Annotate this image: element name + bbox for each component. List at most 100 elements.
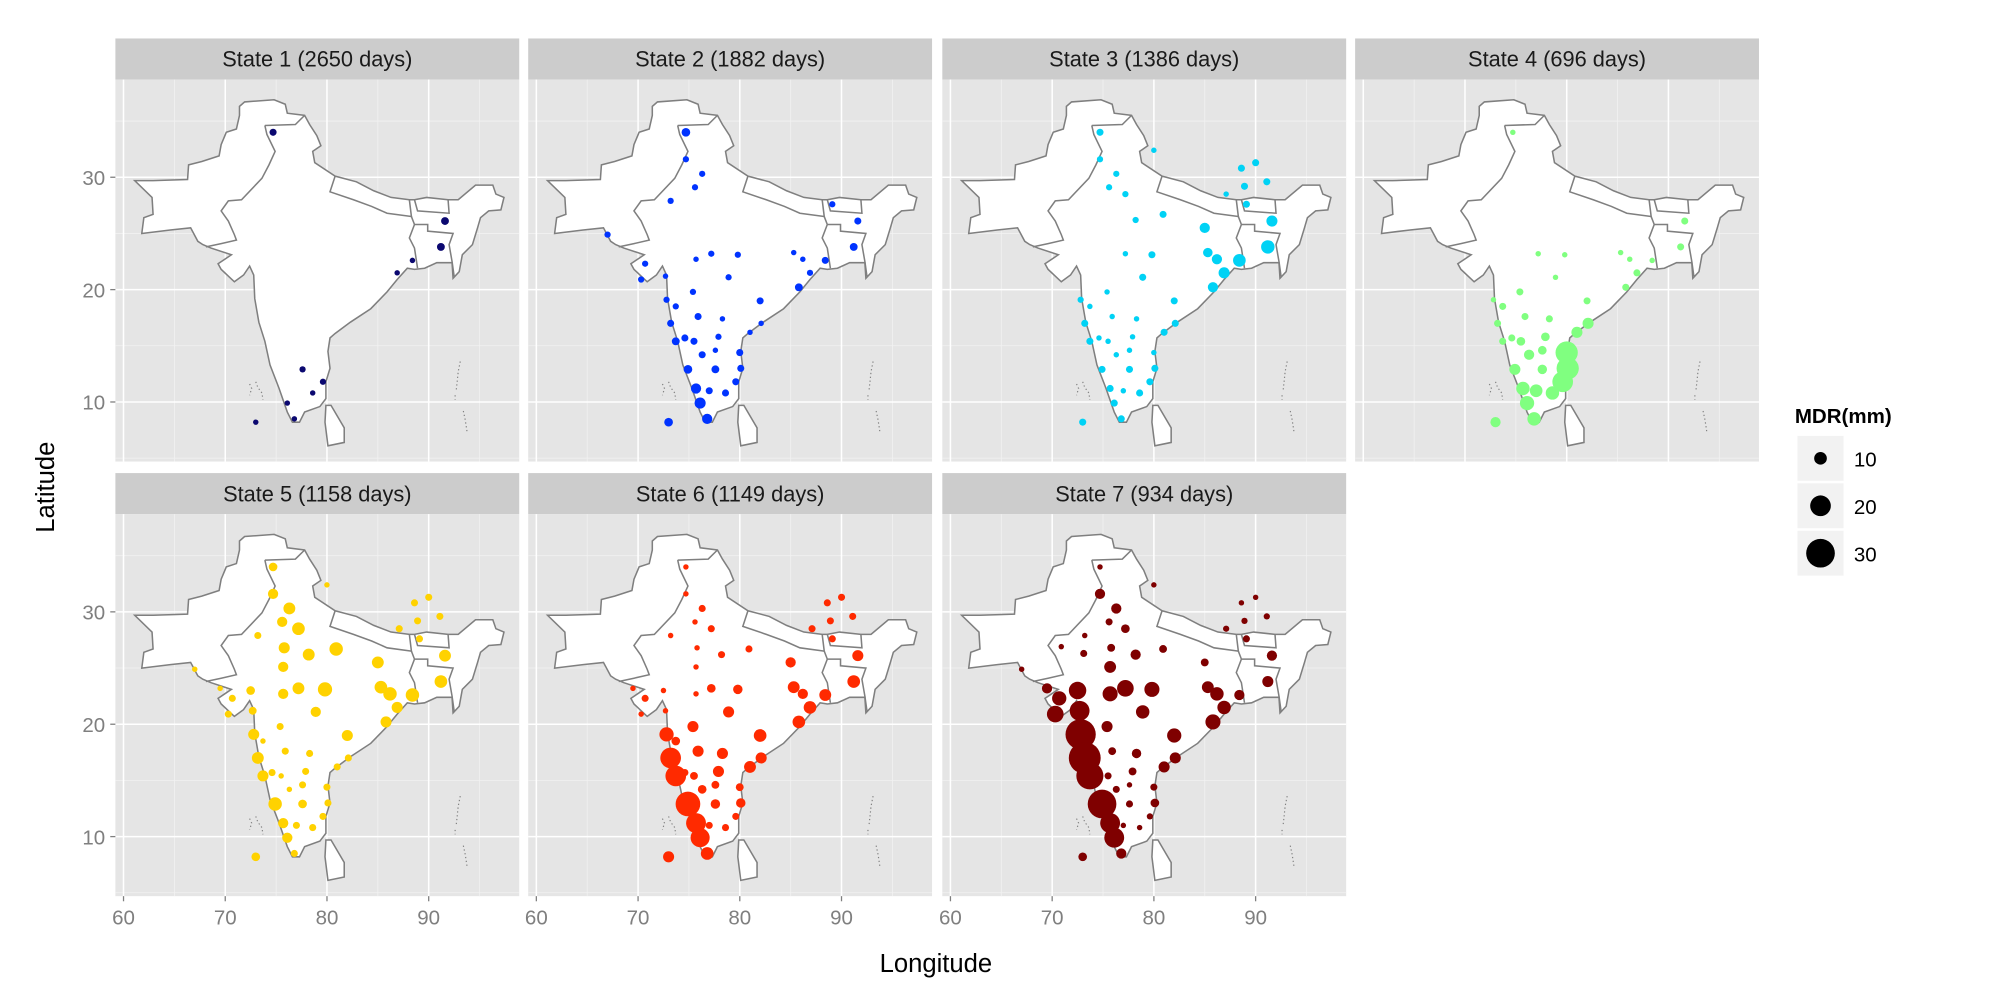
data-point [691,184,699,191]
data-point [1132,216,1139,224]
data-point [790,249,797,256]
data-point [1562,252,1568,258]
facet-strip-label: State 3 (1386 days) [1049,47,1239,72]
data-point [829,201,836,208]
data-point [302,648,315,661]
data-point [1508,334,1516,342]
data-point [792,715,806,729]
data-point [1097,564,1103,570]
data-point [1113,170,1120,177]
data-point [1018,666,1025,672]
data-point [436,242,445,251]
country-border [1653,199,1690,215]
facet-panel: State 3 (1386 days) [942,38,1347,462]
island-group [1082,381,1091,400]
data-point [329,642,343,656]
data-point [1098,365,1106,373]
data-point [1582,317,1594,329]
data-point [1545,315,1553,323]
data-point [1223,191,1229,197]
data-point [1096,156,1104,163]
data-point [1555,341,1578,364]
data-point [425,593,433,601]
data-point [1677,243,1685,251]
data-point [819,689,832,701]
data-point [298,799,307,809]
data-point [251,852,261,862]
data-point [439,649,451,662]
data-point [1158,761,1170,773]
data-point [1151,349,1157,356]
data-point [638,276,645,283]
data-point [414,617,422,625]
axes: 10 20 30 10 20 30 60 70 80 90 60 70 80 90 60 70 80 90 [82,167,1267,929]
data-point [254,631,262,640]
data-point [278,661,289,673]
data-point [1081,319,1089,327]
data-point [662,273,669,279]
data-point [267,588,279,599]
data-point [712,765,725,777]
data-point [1537,364,1548,375]
data-point [849,242,858,251]
data-point [1210,687,1224,701]
island-group [1075,383,1080,396]
facet-strip [115,38,520,80]
data-point [395,625,403,633]
facet-panel: State 7 (934 days) [942,473,1347,897]
data-point [794,283,803,292]
island-group [661,818,666,831]
data-point [1077,296,1084,303]
data-point [344,754,352,762]
data-point [260,738,266,744]
data-point [675,791,701,817]
size-legend: MDR(mm) 10 20 30 [1795,405,1892,576]
data-point [745,645,753,653]
data-point [710,799,721,809]
data-point [715,333,722,340]
data-point [1223,625,1230,632]
data-point [1122,190,1129,198]
data-point [747,329,753,336]
data-point [1649,257,1655,264]
country-border [677,114,718,127]
sri-lanka-land [324,839,346,882]
data-point [306,749,314,757]
data-point [1108,747,1117,756]
data-point [1104,289,1110,295]
country-border [329,610,413,653]
data-point [736,349,744,357]
data-point [683,564,689,570]
island-group [1695,361,1701,391]
data-point [1135,705,1150,719]
data-point [1065,719,1096,750]
data-point [1205,714,1221,730]
data-point [405,688,420,702]
data-point [380,716,392,728]
data-point [1109,313,1115,320]
data-point [604,231,611,238]
facet-panel: State 1 (2650 days) [115,38,520,462]
data-point [1105,338,1111,345]
data-point [1125,365,1134,373]
data-point [705,387,713,395]
data-point [319,378,327,385]
data-point [192,666,198,672]
data-point [441,217,449,225]
data-point [736,798,746,808]
data-point [1151,582,1157,588]
data-point [341,729,353,742]
facet-strip [528,473,933,515]
data-point [1199,222,1210,233]
y-tick-label: 20 [82,714,105,737]
data-point [630,685,636,692]
data-point [1079,418,1087,426]
data-point [1263,178,1271,186]
data-point [1133,316,1140,322]
data-point [821,256,829,264]
data-point [732,378,740,386]
data-point [1252,594,1259,601]
data-point [719,316,726,322]
data-point [683,365,693,374]
